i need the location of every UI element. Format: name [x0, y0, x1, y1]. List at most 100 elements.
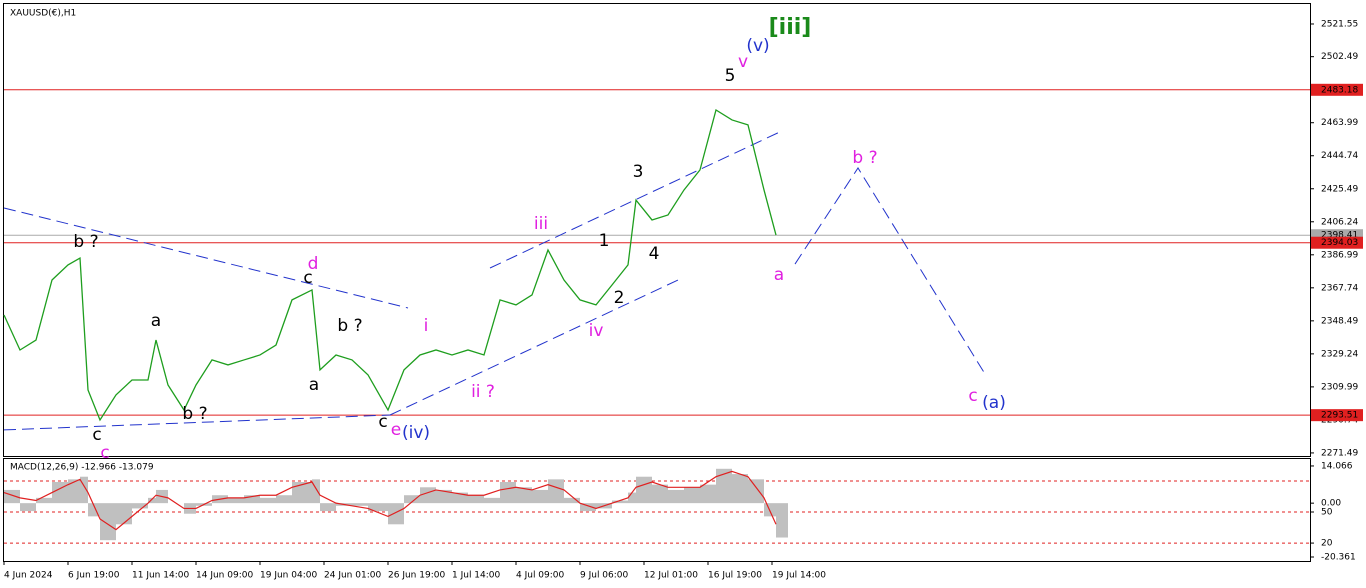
x-tick-label: 4 Jun 2024: [4, 571, 53, 581]
macd-bar: [716, 468, 732, 504]
wave-label: iv: [589, 321, 604, 341]
x-tick-label: 24 Jun 01:00: [324, 571, 381, 581]
y-tick-label: 2386.99: [1321, 250, 1358, 260]
macd-bar: [368, 503, 388, 512]
macd-bar: [420, 487, 436, 504]
x-tick-label: 14 Jun 09:00: [196, 571, 253, 581]
y-tick-label: 0.00: [1321, 499, 1341, 509]
macd-bar: [516, 487, 532, 504]
wave-label: i: [424, 316, 429, 336]
y-tick-label: 20: [1321, 539, 1333, 549]
wave-label: (iv): [402, 423, 430, 443]
macd-bar: [260, 497, 276, 504]
x-tick-label: 1 Jul 14:00: [452, 571, 501, 581]
macd-bar: [352, 503, 368, 506]
macd-bar: [292, 482, 312, 504]
y-tick-label: 2406.24: [1321, 217, 1358, 227]
x-tick-label: 19 Jun 04:00: [260, 571, 317, 581]
y-tick-label: -20.361: [1321, 552, 1356, 562]
y-tick-label: 2502.49: [1321, 52, 1358, 62]
y-tick-label: 2425.49: [1321, 184, 1358, 194]
macd-bar: [468, 495, 484, 504]
macd-bar: [732, 474, 748, 504]
chart-title: XAUUSD(€),H1: [10, 9, 76, 19]
macd-bar: [580, 503, 596, 512]
macd-bar: [320, 503, 336, 512]
wave-label: 4: [649, 244, 660, 264]
y-tick-label: 2309.99: [1321, 382, 1358, 392]
x-tick-label: 26 Jun 19:00: [388, 571, 445, 581]
x-tick-label: 19 Jul 14:00: [772, 571, 826, 581]
macd-bar: [700, 484, 716, 504]
signal-line: [3, 470, 777, 531]
trend-line: [3, 207, 409, 309]
macd-bar: [548, 479, 564, 504]
wave-label: e: [391, 420, 401, 440]
x-tick-label: 11 Jun 14:00: [132, 571, 189, 581]
trend-line: [3, 414, 391, 431]
macd-bar: [668, 489, 684, 504]
x-tick-label: 9 Jul 06:00: [580, 571, 629, 581]
x-tick-label: 16 Jul 19:00: [708, 571, 762, 581]
macd-bar: [776, 503, 788, 538]
wave-label: (v): [746, 36, 769, 56]
main-panel: [3, 3, 1311, 457]
macd-bar: [100, 503, 116, 541]
y-tick-label: 2367.74: [1321, 283, 1358, 293]
wave-label: d: [308, 254, 319, 274]
macd-bar: [484, 497, 500, 504]
macd-bar: [388, 503, 404, 525]
trend-line: [794, 167, 986, 375]
price-label: 2394.03: [1321, 238, 1358, 248]
price-label-box: [1311, 83, 1363, 96]
macd-title: MACD(12,26,9) -12.966 -13.079: [10, 463, 154, 473]
y-tick-label: 2463.99: [1321, 118, 1358, 128]
price-label: 2293.51: [1321, 411, 1358, 421]
wave-label: c: [303, 268, 312, 288]
macd-bar: [80, 476, 88, 504]
macd-bar: [4, 489, 20, 504]
macd-bar: [532, 489, 548, 504]
macd-bar: [500, 482, 516, 504]
macd-bar: [636, 476, 652, 504]
y-tick-label: 2271.49: [1321, 448, 1358, 458]
y-tick-label: 2329.24: [1321, 349, 1358, 359]
price-label: 2398.41: [1321, 231, 1358, 241]
wave-label: 1: [599, 231, 610, 251]
wave-label: a: [774, 265, 784, 285]
macd-bar: [148, 497, 156, 504]
wave-label: iii: [534, 214, 548, 234]
macd-bar: [748, 479, 764, 504]
macd-bar: [228, 497, 244, 504]
wave-label: b ?: [337, 316, 362, 336]
macd-bar: [452, 492, 468, 504]
y-tick-label: 2444.74: [1321, 151, 1358, 161]
macd-bar: [628, 492, 636, 504]
wave-label: a: [151, 311, 161, 331]
y-tick-label: 50: [1321, 508, 1333, 518]
x-tick-label: 6 Jun 19:00: [68, 571, 120, 581]
wave-label: b ?: [182, 404, 207, 424]
wave-label: 2: [614, 288, 625, 308]
y-tick-label: 2348.49: [1321, 316, 1358, 326]
price-label-box: [1311, 236, 1363, 249]
y-tick-label: 2521.55: [1321, 19, 1358, 29]
macd-panel: [3, 458, 1311, 562]
macd-bar: [116, 503, 132, 525]
wave-label: (a): [982, 393, 1006, 413]
price-label: 2483.18: [1321, 85, 1358, 95]
macd-bar: [612, 500, 628, 504]
wave-label: c: [968, 386, 977, 406]
price-label-box: [1311, 409, 1363, 422]
wave-label: ii ?: [471, 382, 495, 402]
wave-label: [iii]: [769, 15, 812, 40]
wave-label: a: [309, 375, 319, 395]
macd-bar: [436, 489, 452, 504]
macd-bar: [652, 484, 668, 504]
macd-bar: [564, 497, 580, 504]
macd-bar: [36, 497, 52, 504]
macd-bar: [312, 479, 320, 504]
macd-bar: [276, 495, 292, 504]
macd-bar: [244, 495, 260, 504]
